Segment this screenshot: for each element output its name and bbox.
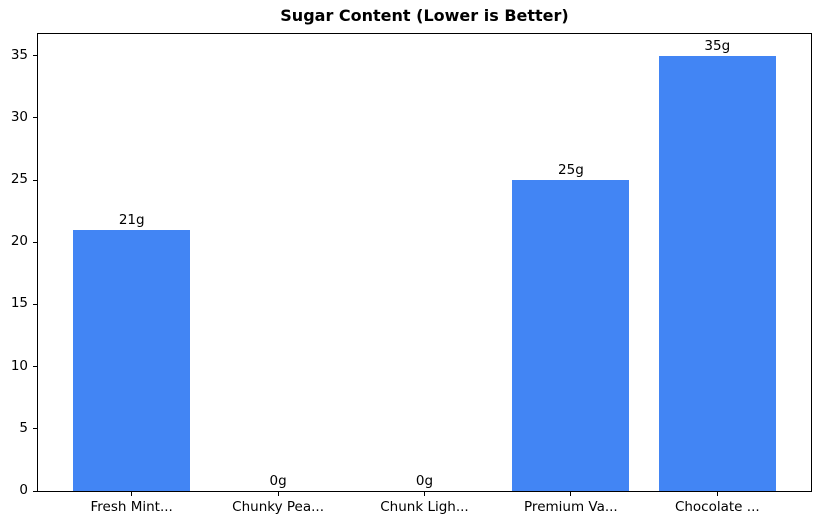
y-tick-mark — [33, 303, 37, 305]
y-tick-label: 30 — [10, 108, 28, 125]
x-tick-label: Chocolate ... — [674, 499, 760, 515]
y-tick-mark — [33, 366, 37, 368]
y-tick-label: 35 — [10, 46, 28, 63]
y-tick-mark — [33, 179, 37, 181]
y-tick-mark — [33, 428, 37, 430]
bar-value-label: 0g — [269, 473, 287, 489]
bar-value-label: 25g — [558, 162, 584, 179]
y-tick-label: 5 — [19, 419, 28, 436]
y-tick-label: 25 — [10, 171, 28, 188]
y-tick-label: 15 — [10, 295, 28, 312]
x-tick-label: Chunky Pea... — [232, 499, 324, 515]
bar-value-label: 35g — [704, 37, 731, 54]
plot-area: 0 5 10 15 20 25 30 35 21g Fresh Mint... 0g Chunky P… — [11, 33, 812, 515]
x-tick-mark — [716, 492, 718, 496]
x-tick-mark — [131, 492, 133, 496]
y-tick-mark — [33, 490, 37, 492]
x-tick-label: Chunk Ligh... — [380, 499, 469, 515]
y-tick-mark — [33, 241, 37, 243]
bar-value-label: 0g — [415, 473, 434, 489]
x-tick-label: Fresh Mint... — [90, 499, 173, 515]
y-tick-mark — [33, 55, 37, 57]
bar-value-label: 21g — [118, 211, 145, 228]
bar — [512, 180, 630, 491]
bar — [73, 229, 191, 491]
chart-title: Sugar Content (Lower is Better) — [280, 6, 569, 25]
bar — [658, 55, 776, 491]
x-tick-mark — [424, 492, 425, 496]
y-tick-label: 20 — [10, 233, 28, 250]
x-tick-mark — [277, 492, 279, 496]
y-tick-label: 10 — [10, 357, 28, 374]
y-tick-mark — [33, 117, 37, 119]
y-tick-label: 0 — [19, 482, 28, 498]
x-tick-label: Premium Va... — [524, 499, 618, 515]
x-tick-mark — [570, 492, 572, 496]
